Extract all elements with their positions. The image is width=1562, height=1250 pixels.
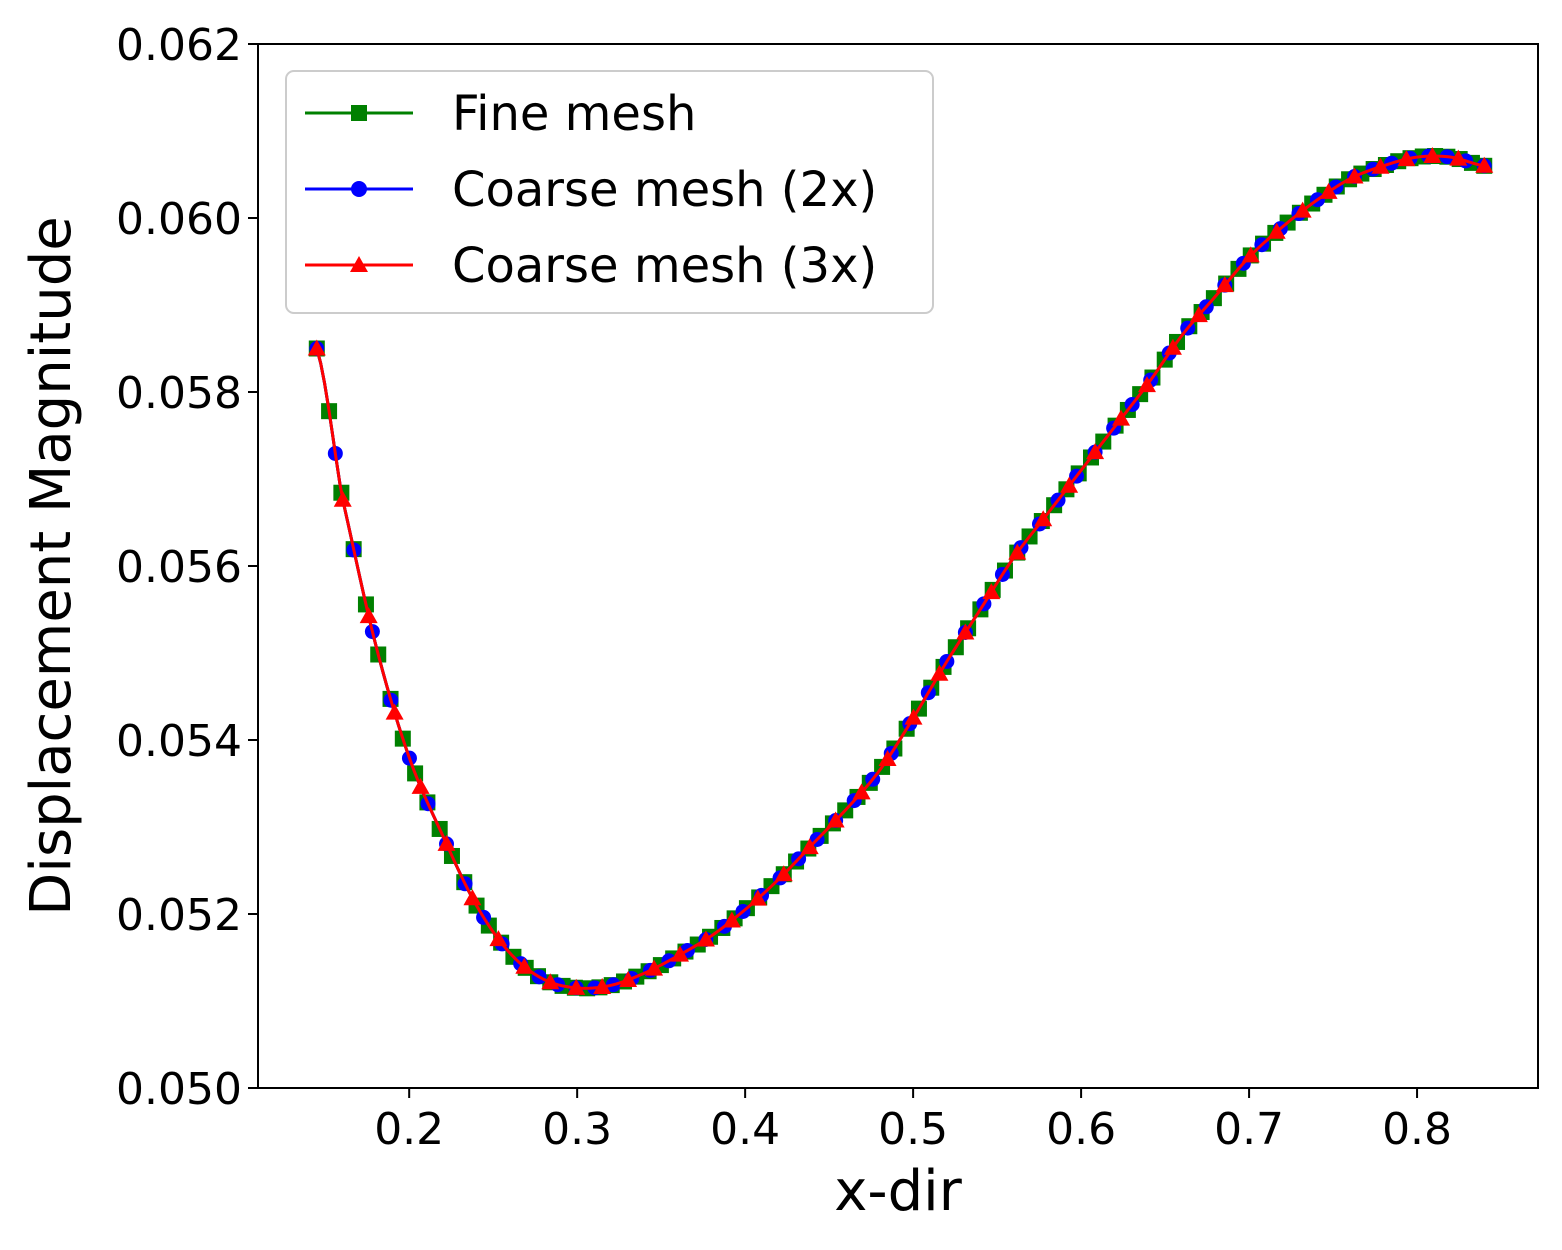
data-point-triangle bbox=[593, 977, 612, 994]
legend-entry-coarse-2x: Coarse mesh (2x) bbox=[305, 162, 877, 218]
legend-marker-circle bbox=[351, 181, 367, 197]
data-point-triangle bbox=[1008, 543, 1027, 560]
data-point-triangle bbox=[1215, 276, 1234, 293]
data-point-triangle bbox=[774, 865, 793, 882]
data-point-triangle bbox=[956, 623, 975, 640]
data-point-triangle bbox=[1293, 201, 1312, 218]
x-tick-label: 0.6 bbox=[1046, 1104, 1116, 1155]
legend-marker-triangle bbox=[350, 256, 368, 272]
x-axis-title: x-dir bbox=[834, 1159, 962, 1224]
data-point-triangle bbox=[748, 889, 767, 906]
y-tick-label: 0.054 bbox=[116, 716, 242, 767]
data-point-triangle bbox=[1449, 149, 1468, 166]
y-tick-label: 0.052 bbox=[116, 890, 242, 941]
data-point-triangle bbox=[619, 970, 638, 987]
x-tick-label: 0.4 bbox=[710, 1104, 780, 1155]
y-tick-label: 0.058 bbox=[116, 368, 242, 419]
data-point-triangle bbox=[385, 703, 404, 720]
x-tick-label: 0.7 bbox=[1214, 1104, 1284, 1155]
legend-entry-coarse-3x: Coarse mesh (3x) bbox=[305, 238, 877, 294]
data-point-triangle bbox=[800, 838, 819, 855]
data-point-triangle bbox=[930, 664, 949, 681]
legend-label-coarse-2x: Coarse mesh (2x) bbox=[452, 162, 877, 218]
data-point-triangle bbox=[1345, 167, 1364, 184]
legend-label-fine-mesh: Fine mesh bbox=[452, 86, 696, 142]
data-point-triangle bbox=[1267, 222, 1286, 239]
data-point-triangle bbox=[826, 811, 845, 828]
data-point-triangle bbox=[333, 490, 352, 507]
data-point-triangle bbox=[1423, 147, 1442, 164]
data-point-triangle bbox=[1137, 376, 1156, 393]
data-point-triangle bbox=[359, 607, 378, 624]
data-point-triangle bbox=[982, 583, 1001, 600]
series-layer bbox=[307, 147, 1494, 997]
x-tick-label: 0.8 bbox=[1382, 1104, 1452, 1155]
data-point-triangle bbox=[307, 339, 326, 356]
data-point-triangle bbox=[1475, 156, 1494, 173]
data-point-triangle bbox=[489, 930, 508, 947]
data-point-triangle bbox=[904, 708, 923, 725]
y-tick-label: 0.062 bbox=[116, 20, 242, 71]
data-point-triangle bbox=[1112, 409, 1131, 426]
data-point-triangle bbox=[878, 749, 897, 766]
data-point-triangle bbox=[645, 959, 664, 976]
data-point-triangle bbox=[852, 783, 871, 800]
data-point-triangle bbox=[1060, 476, 1079, 493]
data-point-triangle bbox=[1319, 182, 1338, 199]
series-2 bbox=[307, 147, 1494, 995]
data-point-triangle bbox=[1241, 246, 1260, 263]
y-axis-title: Displacement Magnitude bbox=[19, 216, 84, 915]
x-tick-label: 0.5 bbox=[878, 1104, 948, 1155]
data-point-triangle bbox=[437, 834, 456, 851]
data-point-triangle bbox=[1371, 157, 1390, 174]
data-point-triangle bbox=[696, 930, 715, 947]
data-point-triangle bbox=[1163, 338, 1182, 355]
data-point-triangle bbox=[541, 973, 560, 990]
legend-box bbox=[285, 70, 934, 314]
x-tick-label: 0.3 bbox=[542, 1104, 612, 1155]
data-point-triangle bbox=[1397, 150, 1416, 167]
data-point-triangle bbox=[567, 978, 586, 995]
data-point-triangle bbox=[671, 945, 690, 962]
data-point-triangle bbox=[515, 957, 534, 974]
legend-entry-fine-mesh: Fine mesh bbox=[305, 86, 696, 142]
series-line-2 bbox=[315, 154, 1485, 990]
data-point-triangle bbox=[411, 777, 430, 794]
data-point-triangle bbox=[722, 911, 741, 928]
y-tick-label: 0.056 bbox=[116, 542, 242, 593]
x-axis-ticks: 0.2 0.3 0.4 0.5 0.6 0.7 0.8 bbox=[374, 1088, 1452, 1155]
y-tick-label: 0.050 bbox=[116, 1064, 242, 1115]
legend: Fine mesh Coarse mesh (2x) Coarse mesh (… bbox=[285, 70, 934, 314]
data-point-triangle bbox=[463, 889, 482, 906]
legend-marker-square bbox=[351, 105, 367, 121]
y-axis-ticks: 0.050 0.052 0.054 0.056 0.058 0.060 0.062 bbox=[116, 20, 258, 1115]
data-point-triangle bbox=[1086, 443, 1105, 460]
data-point-triangle bbox=[1189, 306, 1208, 323]
y-tick-label: 0.060 bbox=[116, 194, 242, 245]
data-point-triangle bbox=[1034, 510, 1053, 527]
x-tick-label: 0.2 bbox=[374, 1104, 444, 1155]
legend-label-coarse-3x: Coarse mesh (3x) bbox=[452, 238, 877, 294]
